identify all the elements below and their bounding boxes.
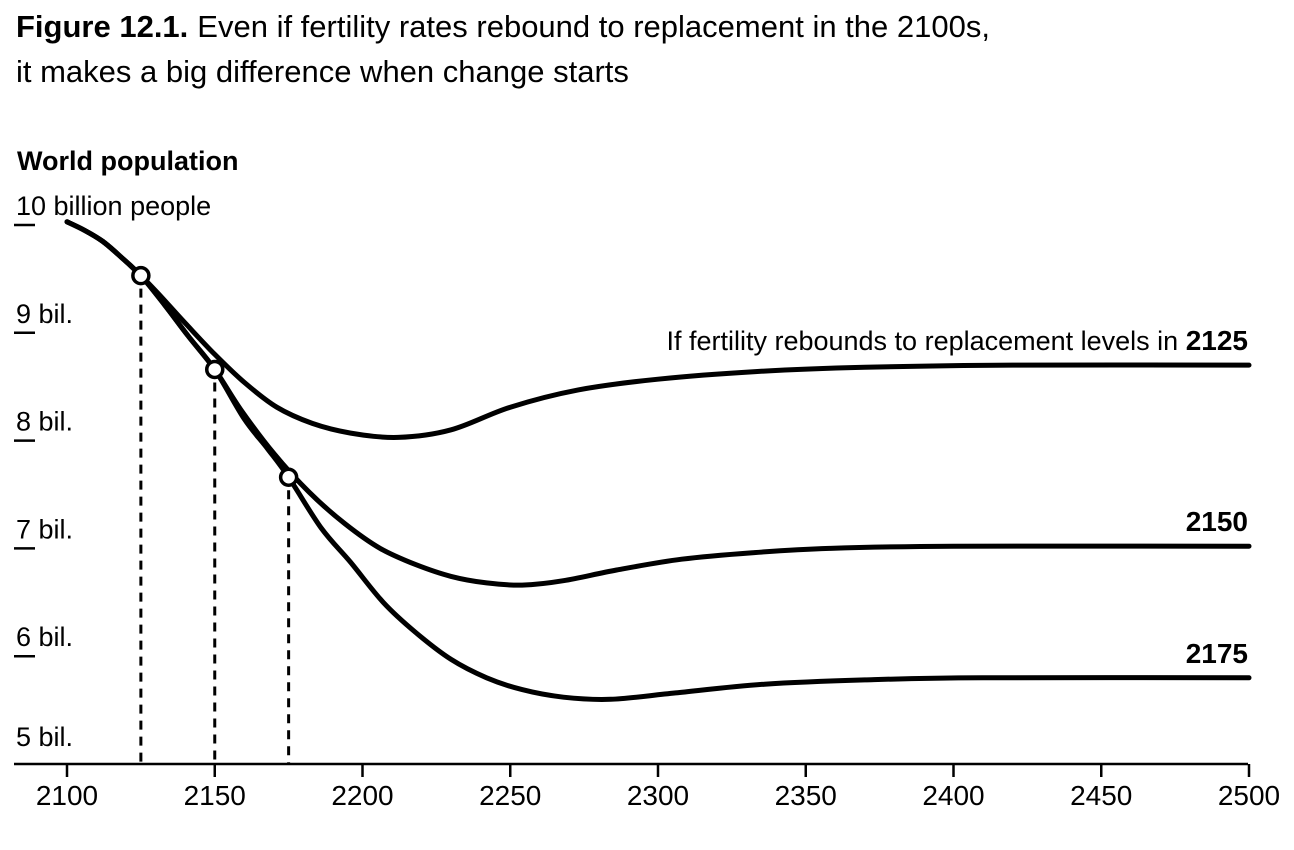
figure-title-line1: Even if fertility rates rebound to repla…: [197, 9, 990, 44]
ytick-label-5: 5 bil.: [16, 722, 73, 752]
series-label-rebound-2125: If fertility rebounds to replacement lev…: [666, 325, 1248, 356]
xtick-label-2450: 2450: [1070, 780, 1132, 811]
x-axis: 2100 2150 2200 2250 2300 2350 2400 2450 2500: [14, 762, 1280, 811]
figure-number: Figure 12.1.: [16, 9, 189, 44]
xtick-label-2300: 2300: [627, 780, 689, 811]
series-line-rebound-2175: [64, 219, 1252, 702]
xtick-label-2350: 2350: [775, 780, 837, 811]
series-label-rebound-2150: 2150: [1186, 506, 1248, 537]
series-label-year-rebound-2125: 2125: [1186, 325, 1248, 356]
ytick-label-6: 6 bil.: [16, 622, 73, 652]
figure-title-line2: it makes a big difference when change st…: [16, 54, 629, 89]
xtick-label-2150: 2150: [184, 780, 246, 811]
series-label-rebound-2175: 2175: [1186, 638, 1248, 669]
xtick-label-2250: 2250: [479, 780, 541, 811]
xtick-label-2100: 2100: [36, 780, 98, 811]
y-axis: World population 10 billion people 9 bil. 8…: [14, 146, 238, 752]
xtick-label-2200: 2200: [331, 780, 393, 811]
figure-title: Figure 12.1. Even if fertility rates rebo…: [16, 4, 1280, 94]
xtick-label-2400: 2400: [922, 780, 984, 811]
y-axis-title: World population: [17, 146, 238, 176]
series-label-prefix-rebound-2125: If fertility rebounds to replacement lev…: [666, 326, 1185, 356]
branch-marker-2175: [278, 467, 299, 488]
branch-marker-2125: [131, 265, 151, 286]
ytick-label-9: 9 bil.: [16, 299, 73, 329]
branch-marker-2150: [205, 359, 225, 380]
ytick-label-8: 8 bil.: [16, 407, 73, 437]
xtick-label-2500: 2500: [1218, 780, 1280, 811]
series-label-year-rebound-2150: 2150: [1186, 506, 1248, 537]
ytick-label-7: 7 bil.: [16, 514, 73, 544]
ytick-label-10: 10 billion people: [16, 191, 211, 221]
series-label-year-rebound-2175: 2175: [1186, 638, 1248, 669]
series-line-rebound-2150: [64, 219, 1252, 588]
